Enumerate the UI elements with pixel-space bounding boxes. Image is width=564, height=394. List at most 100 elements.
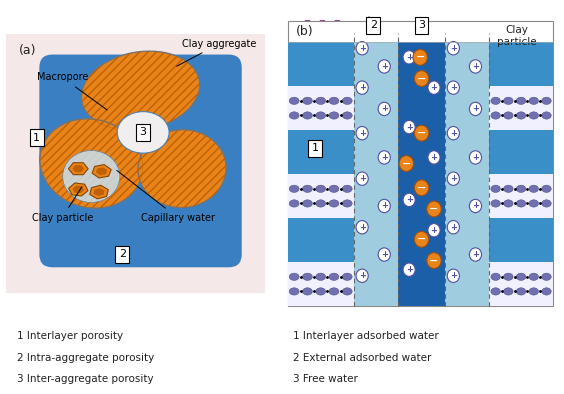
- Bar: [489, 174, 553, 218]
- Ellipse shape: [504, 273, 513, 281]
- Ellipse shape: [491, 185, 500, 192]
- Text: +: +: [359, 174, 365, 183]
- Ellipse shape: [329, 288, 339, 295]
- Ellipse shape: [289, 288, 299, 295]
- Bar: [354, 42, 398, 306]
- FancyBboxPatch shape: [5, 32, 266, 295]
- Text: (b): (b): [296, 26, 314, 39]
- Text: Capillary water: Capillary water: [117, 170, 214, 223]
- Ellipse shape: [516, 185, 526, 192]
- Bar: [288, 262, 354, 306]
- Text: +: +: [359, 223, 365, 232]
- Circle shape: [356, 41, 368, 55]
- Ellipse shape: [302, 97, 312, 104]
- Circle shape: [403, 51, 415, 64]
- Text: +: +: [450, 223, 457, 232]
- Text: +: +: [381, 104, 388, 113]
- Ellipse shape: [138, 130, 226, 208]
- Ellipse shape: [302, 288, 312, 295]
- Circle shape: [378, 151, 390, 164]
- Ellipse shape: [516, 273, 526, 281]
- Text: +: +: [450, 174, 457, 183]
- Text: +: +: [430, 83, 438, 92]
- Ellipse shape: [342, 200, 352, 207]
- Text: 1 Interlayer porosity: 1 Interlayer porosity: [17, 331, 123, 341]
- Text: +: +: [472, 153, 479, 162]
- Bar: [489, 262, 553, 306]
- Ellipse shape: [289, 185, 299, 192]
- Ellipse shape: [302, 112, 312, 119]
- Ellipse shape: [516, 200, 526, 207]
- Circle shape: [447, 81, 460, 94]
- Text: +: +: [359, 129, 365, 138]
- Ellipse shape: [316, 288, 325, 295]
- Bar: [489, 86, 553, 130]
- Ellipse shape: [541, 200, 551, 207]
- Bar: [288, 130, 354, 174]
- Circle shape: [356, 126, 368, 140]
- Ellipse shape: [289, 200, 299, 207]
- Circle shape: [356, 172, 368, 185]
- Ellipse shape: [329, 273, 339, 281]
- Text: +: +: [450, 83, 457, 92]
- Bar: [288, 218, 354, 262]
- Ellipse shape: [316, 97, 325, 104]
- Text: −: −: [416, 52, 425, 62]
- Circle shape: [356, 221, 368, 234]
- Text: 3 Free water: 3 Free water: [293, 374, 358, 384]
- Ellipse shape: [316, 200, 325, 207]
- Ellipse shape: [541, 97, 551, 104]
- Text: −: −: [417, 234, 426, 244]
- Ellipse shape: [491, 288, 500, 295]
- Ellipse shape: [504, 97, 513, 104]
- Ellipse shape: [342, 112, 352, 119]
- Ellipse shape: [529, 112, 539, 119]
- Text: +: +: [450, 44, 457, 53]
- Ellipse shape: [529, 200, 539, 207]
- Ellipse shape: [516, 112, 526, 119]
- Text: 1: 1: [312, 143, 319, 153]
- Circle shape: [428, 151, 440, 164]
- Circle shape: [447, 221, 460, 234]
- Text: +: +: [472, 250, 479, 259]
- Circle shape: [403, 263, 415, 276]
- Text: 3: 3: [140, 127, 147, 138]
- Circle shape: [415, 125, 429, 141]
- Circle shape: [447, 126, 460, 140]
- Text: +: +: [406, 265, 413, 274]
- Text: +: +: [381, 153, 388, 162]
- Ellipse shape: [329, 97, 339, 104]
- FancyBboxPatch shape: [39, 54, 242, 267]
- Circle shape: [469, 60, 482, 73]
- Text: +: +: [359, 271, 365, 280]
- Circle shape: [427, 253, 441, 268]
- Circle shape: [469, 102, 482, 115]
- Bar: [445, 42, 490, 306]
- Text: −: −: [417, 183, 426, 193]
- Ellipse shape: [516, 97, 526, 104]
- Ellipse shape: [81, 51, 200, 130]
- Text: 3 Inter-aggregate porosity: 3 Inter-aggregate porosity: [17, 374, 153, 384]
- Ellipse shape: [342, 288, 352, 295]
- Circle shape: [447, 269, 460, 282]
- Text: +: +: [359, 83, 365, 92]
- Circle shape: [427, 201, 441, 217]
- Ellipse shape: [504, 288, 513, 295]
- Text: +: +: [430, 153, 438, 162]
- Ellipse shape: [529, 288, 539, 295]
- Bar: [288, 86, 354, 130]
- Polygon shape: [94, 188, 104, 196]
- Circle shape: [469, 151, 482, 164]
- Polygon shape: [72, 165, 84, 172]
- Ellipse shape: [541, 273, 551, 281]
- Text: 2 Intra-aggregate porosity: 2 Intra-aggregate porosity: [17, 353, 154, 362]
- Circle shape: [415, 180, 429, 196]
- Ellipse shape: [342, 185, 352, 192]
- Ellipse shape: [316, 112, 325, 119]
- Text: +: +: [472, 104, 479, 113]
- Polygon shape: [69, 183, 88, 196]
- Ellipse shape: [289, 273, 299, 281]
- Circle shape: [415, 231, 429, 247]
- Ellipse shape: [529, 185, 539, 192]
- Ellipse shape: [302, 200, 312, 207]
